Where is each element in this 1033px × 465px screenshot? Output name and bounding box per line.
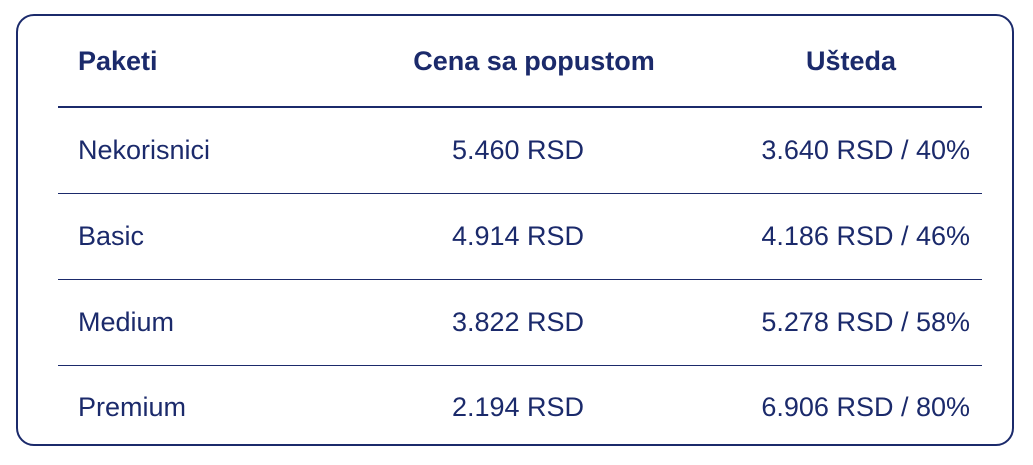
table-row: Basic 4.914 RSD 4.186 RSD / 46% [58, 194, 982, 280]
package-name: Nekorisnici [78, 135, 211, 165]
table-row: Nekorisnici 5.460 RSD 3.640 RSD / 40% [58, 108, 982, 194]
table-header-row: Paketi Cena sa popustom Ušteda [58, 16, 982, 108]
header-packages: Paketi [78, 45, 158, 76]
pricing-card: Paketi Cena sa popustom Ušteda Nekorisni… [16, 14, 1014, 446]
package-name: Medium [78, 307, 175, 337]
package-name: Basic [78, 221, 145, 251]
savings-value: 6.906 RSD / 80% [761, 391, 970, 422]
discount-price: 3.822 RSD [451, 307, 585, 337]
header-savings: Ušteda [805, 45, 896, 76]
savings-value: 5.278 RSD / 58% [761, 307, 970, 337]
table-row: Premium 2.194 RSD 6.906 RSD / 80% [58, 366, 982, 448]
discount-price: 5.460 RSD [451, 135, 585, 165]
pricing-table: Paketi Cena sa popustom Ušteda Nekorisni… [58, 16, 982, 448]
discount-price: 4.914 RSD [451, 221, 585, 251]
package-name: Premium [78, 391, 187, 422]
savings-value: 3.640 RSD / 40% [761, 135, 970, 165]
header-discount-price: Cena sa popustom [413, 45, 655, 76]
discount-price: 2.194 RSD [451, 391, 585, 422]
table-row: Medium 3.822 RSD 5.278 RSD / 58% [58, 280, 982, 366]
savings-value: 4.186 RSD / 46% [761, 221, 970, 251]
